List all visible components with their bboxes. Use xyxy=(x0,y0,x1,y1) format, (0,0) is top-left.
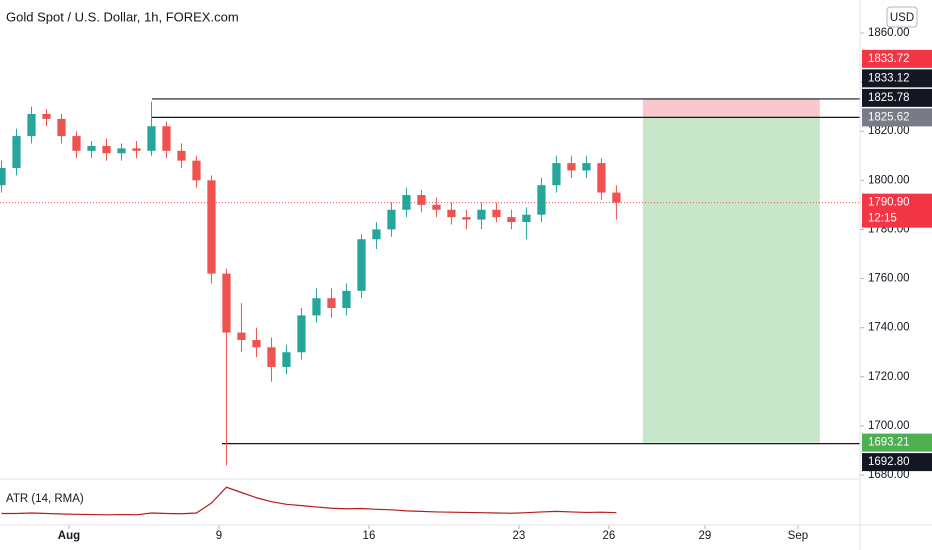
price-label: 1833.12 xyxy=(868,72,910,84)
stop-zone xyxy=(642,98,820,118)
candle-body xyxy=(477,209,486,220)
candle-body xyxy=(522,214,531,223)
candle-body xyxy=(507,217,516,223)
candle-body xyxy=(372,229,381,240)
x-tick-label: 26 xyxy=(603,530,616,542)
candle-body xyxy=(537,185,546,215)
y-tick-label: 1860.00 xyxy=(868,27,910,39)
price-label-box xyxy=(862,49,932,68)
candle-body xyxy=(162,126,171,151)
candle-body xyxy=(402,195,411,210)
candle-body xyxy=(102,145,111,154)
candle-body xyxy=(147,126,156,151)
x-tick-label: 23 xyxy=(513,530,526,542)
candle-body xyxy=(12,136,21,169)
candle-body xyxy=(342,290,351,309)
candle-body xyxy=(252,339,261,348)
candle-body xyxy=(222,273,231,333)
price-label: 1692.80 xyxy=(868,456,910,468)
candle-body xyxy=(612,192,621,203)
candle-body xyxy=(432,204,441,210)
candle-body xyxy=(27,113,36,137)
candle-body xyxy=(237,332,246,340)
candle-body xyxy=(312,298,321,316)
y-tick-label: 1800.00 xyxy=(868,174,910,186)
candle-body xyxy=(192,160,201,181)
price-label: 1825.62 xyxy=(868,111,910,123)
candle-body xyxy=(177,150,186,161)
candle-body xyxy=(282,352,291,367)
y-tick-label: 1760.00 xyxy=(868,273,910,285)
candle-body xyxy=(582,163,591,171)
price-label-box xyxy=(862,433,932,452)
x-tick-label: 9 xyxy=(216,530,222,542)
y-tick-label: 1820.00 xyxy=(868,125,910,137)
countdown: 12:15 xyxy=(868,213,897,225)
candle-body xyxy=(267,347,276,367)
price-label-box xyxy=(862,108,932,127)
candle-body xyxy=(297,315,306,353)
price-label-box xyxy=(862,69,932,88)
candle-body xyxy=(207,180,216,274)
candle-body xyxy=(87,145,96,151)
candle-body xyxy=(327,298,336,309)
x-tick-label: Sep xyxy=(788,530,808,542)
x-tick-label: Aug xyxy=(58,530,80,542)
atr-line xyxy=(1,486,617,516)
y-tick-label: 1700.00 xyxy=(868,420,910,432)
y-tick-label: 1720.00 xyxy=(868,371,910,383)
candle-body xyxy=(417,195,426,205)
candle-body xyxy=(387,209,396,230)
currency[interactable]: USD xyxy=(890,12,914,24)
candle-body xyxy=(492,209,501,218)
x-tick-label: 29 xyxy=(699,530,712,542)
current-price-label: 1790.90 xyxy=(868,197,910,209)
candle-body xyxy=(132,148,141,151)
price-label: 1833.72 xyxy=(868,53,910,65)
candle-body xyxy=(0,168,6,186)
target-zone xyxy=(642,117,820,443)
candle-body xyxy=(357,239,366,291)
indicator-title: ATR (14, RMA) xyxy=(6,493,84,505)
candle-body xyxy=(447,209,456,218)
candle-body xyxy=(597,163,606,193)
x-tick-label: 16 xyxy=(363,530,376,542)
price-label: 1693.21 xyxy=(868,437,910,449)
candle-body xyxy=(552,163,561,186)
current-price-box xyxy=(862,193,932,228)
candle-body xyxy=(72,136,81,151)
chart-title: Gold Spot / U.S. Dollar, 1h, FOREX.com xyxy=(6,9,239,24)
candle-body xyxy=(567,163,576,171)
y-tick-label: 1680.00 xyxy=(868,469,910,481)
price-label-box xyxy=(862,88,932,107)
candle-body xyxy=(117,148,126,154)
candle-body xyxy=(57,118,66,137)
y-tick-label: 1740.00 xyxy=(868,322,910,334)
currency-box[interactable] xyxy=(886,6,918,28)
candle-body xyxy=(462,217,471,220)
price-label: 1825.78 xyxy=(868,92,910,104)
price-label-box xyxy=(862,453,932,472)
candle-body xyxy=(42,113,51,119)
